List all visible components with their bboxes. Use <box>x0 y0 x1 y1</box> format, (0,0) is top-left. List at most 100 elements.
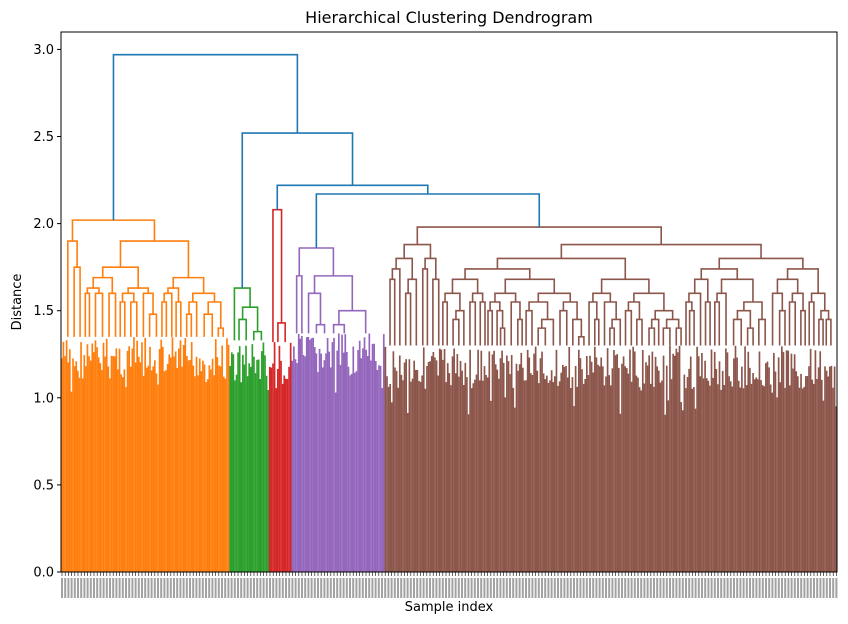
merge-link <box>121 292 135 302</box>
x-tick-label <box>307 578 310 598</box>
chart-title: Hierarchical Clustering Dendrogram <box>305 8 593 27</box>
merge-link <box>746 327 754 346</box>
merge-link <box>540 318 555 346</box>
x-tick-label <box>326 578 329 598</box>
x-tick-label <box>144 578 147 598</box>
x-tick-label <box>531 578 534 598</box>
x-tick-label <box>61 578 63 598</box>
x-tick-label <box>89 578 92 598</box>
merge-link <box>665 318 680 329</box>
merge-link <box>148 313 158 337</box>
merge-link <box>648 327 656 346</box>
x-tick-label <box>445 578 447 598</box>
x-tick-label <box>803 578 806 598</box>
merge-link <box>818 318 824 346</box>
x-tick-label <box>461 578 463 598</box>
x-tick-label <box>505 578 508 598</box>
x-tick-label <box>153 578 156 598</box>
x-tick-label <box>502 578 505 598</box>
x-tick-label <box>73 578 76 598</box>
x-tick-label <box>345 578 348 598</box>
merge-link <box>718 257 804 269</box>
x-tick-label <box>323 578 326 598</box>
x-tick-label <box>272 578 275 598</box>
x-tick-label <box>614 578 617 598</box>
x-tick-label <box>176 578 179 598</box>
x-tick-label <box>672 578 675 598</box>
merge-link <box>704 301 711 346</box>
x-tick-label <box>288 578 291 598</box>
x-tick-label <box>409 578 412 598</box>
merge-link <box>732 318 743 346</box>
x-tick-label <box>617 578 620 598</box>
merge-link <box>499 327 506 346</box>
x-tick-label <box>518 578 521 598</box>
merge-link <box>142 292 154 337</box>
x-tick-label <box>701 578 703 598</box>
merge-link <box>313 275 354 311</box>
x-tick-label <box>118 578 121 598</box>
x-tick-label <box>390 578 393 598</box>
x-tick-label <box>582 578 585 598</box>
x-tick-label <box>806 578 809 598</box>
x-tick-label <box>195 578 198 598</box>
merge-link <box>175 301 182 337</box>
x-tick-label <box>560 578 563 598</box>
merge-link <box>172 276 205 294</box>
x-tick-label <box>441 578 444 598</box>
x-tick-label <box>246 578 249 598</box>
x-tick-label <box>301 578 303 598</box>
x-tick-label <box>653 578 655 598</box>
x-tick-label <box>217 578 220 598</box>
x-tick-label <box>342 578 345 598</box>
x-tick-label <box>486 578 489 598</box>
x-tick-label <box>483 578 486 598</box>
merge-link <box>650 318 660 346</box>
x-tick-label <box>150 578 153 598</box>
merge-link <box>407 278 418 346</box>
x-tick-label <box>771 578 774 598</box>
x-tick-label <box>419 578 422 598</box>
x-tick-label <box>589 578 591 598</box>
cluster-top-link <box>298 247 335 276</box>
upper-link <box>241 132 354 289</box>
merge-link <box>494 292 517 302</box>
x-tick-label <box>109 578 111 598</box>
x-tick-label <box>211 578 214 598</box>
x-tick-label <box>243 578 246 598</box>
merge-link <box>559 309 568 346</box>
x-tick-label <box>649 578 652 598</box>
x-tick-label <box>646 578 649 598</box>
x-tick-label <box>569 578 572 598</box>
x-tick-label <box>752 578 755 598</box>
merge-link <box>119 240 190 278</box>
x-tick-label <box>83 578 86 598</box>
x-tick-label <box>585 578 588 598</box>
x-tick-label <box>621 578 623 598</box>
x-tick-label <box>633 578 636 598</box>
x-tick-label <box>329 578 332 598</box>
x-tick-label <box>544 578 547 598</box>
x-tick-label <box>310 578 313 598</box>
merge-link <box>391 268 401 346</box>
plot-area <box>60 53 838 572</box>
x-tick-label <box>128 578 131 598</box>
merge-link <box>714 301 721 346</box>
x-tick-label <box>598 578 601 598</box>
x-tick-label <box>717 578 719 598</box>
x-tick-label <box>425 578 428 598</box>
x-tick-label <box>595 578 598 598</box>
x-tick-label <box>813 578 815 598</box>
x-tick-label <box>800 578 803 598</box>
merge-link <box>295 275 303 334</box>
merge-link <box>496 309 504 346</box>
x-tick-label <box>169 578 172 598</box>
x-tick-label <box>352 578 355 598</box>
merge-link <box>94 292 104 337</box>
x-tick-label <box>384 578 387 598</box>
merge-link <box>252 330 263 341</box>
x-tick-label <box>198 578 201 598</box>
x-tick-label <box>99 578 102 598</box>
x-tick-label <box>723 578 726 598</box>
merge-link <box>203 313 214 337</box>
